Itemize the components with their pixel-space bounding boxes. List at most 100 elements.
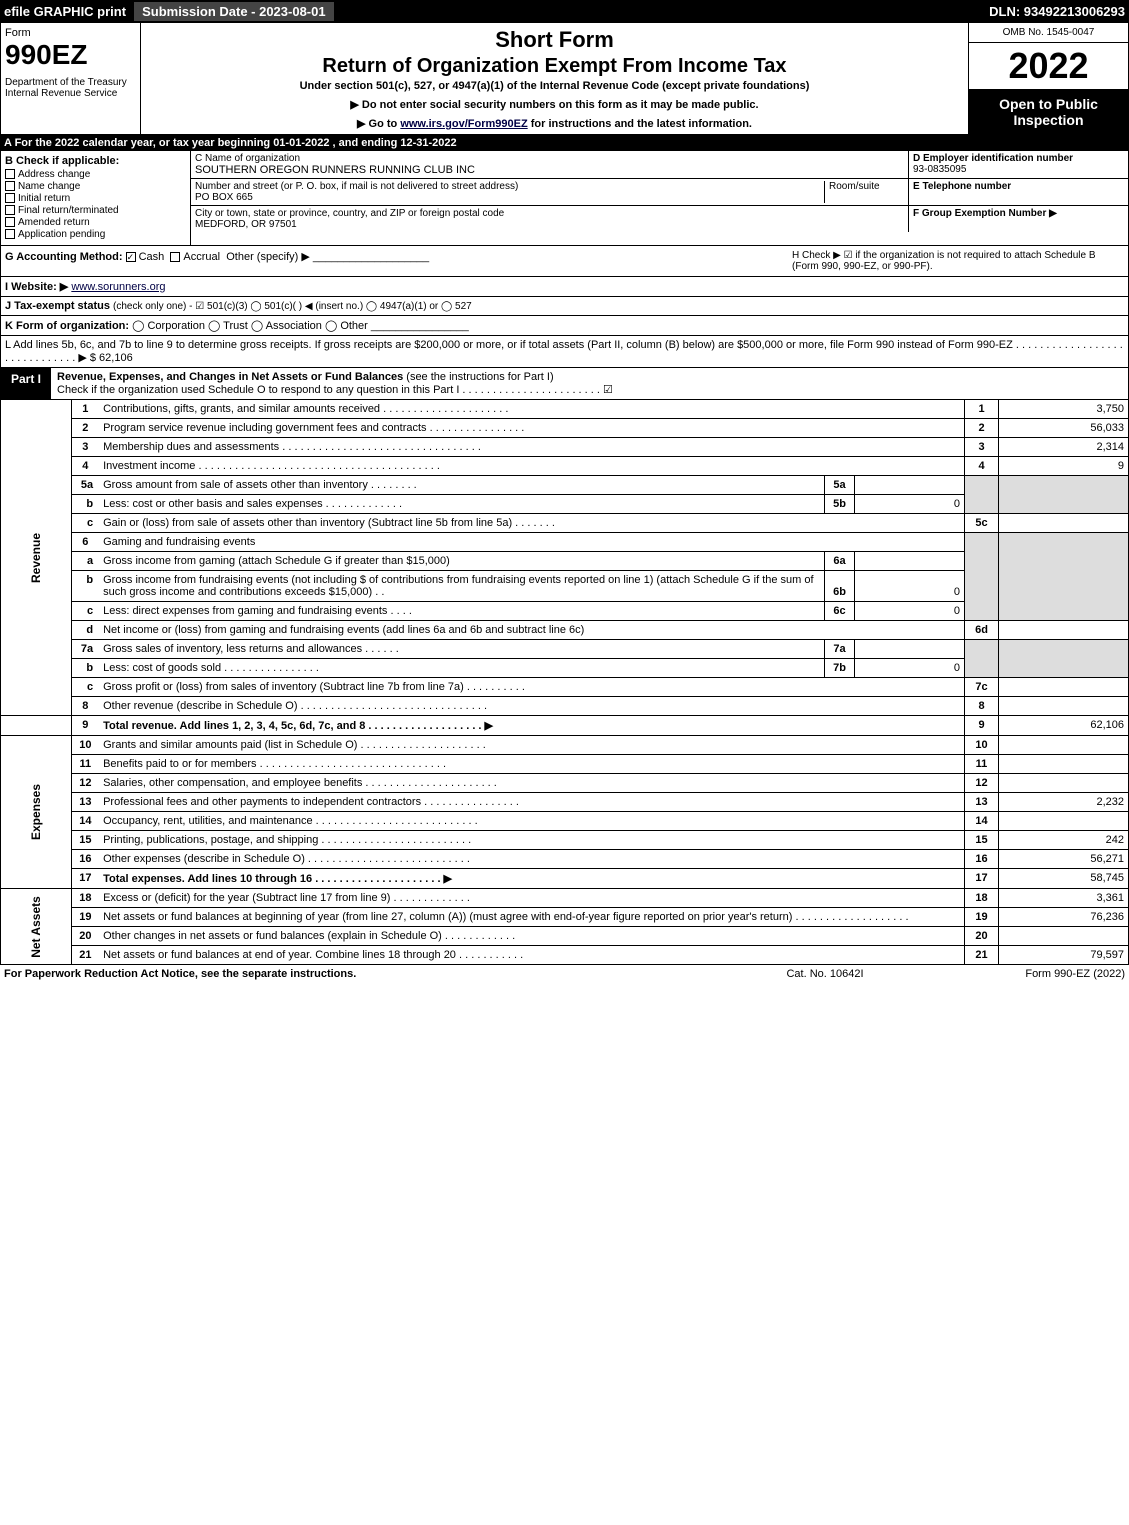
h-schedule-b: H Check ▶ ☑ if the organization is not r… — [784, 250, 1124, 272]
efile-label[interactable]: efile GRAPHIC print — [4, 4, 126, 19]
form-number: 990EZ — [5, 39, 136, 71]
part1-title-text: Revenue, Expenses, and Changes in Net As… — [57, 371, 403, 383]
irs-link[interactable]: www.irs.gov/Form990EZ — [400, 118, 527, 130]
j-text: (check only one) - ☑ 501(c)(3) ◯ 501(c)(… — [113, 301, 472, 312]
cb-name-change[interactable]: Name change — [5, 181, 186, 192]
cb-amended-return[interactable]: Amended return — [5, 217, 186, 228]
checkbox-icon[interactable] — [5, 205, 15, 215]
d-value: 93-0835095 — [913, 164, 1124, 175]
k-text: ◯ Corporation ◯ Trust ◯ Association ◯ Ot… — [132, 320, 368, 332]
d-label: D Employer identification number — [913, 153, 1124, 164]
c-city-cell: City or town, state or province, country… — [191, 206, 908, 232]
table-row: 12 Salaries, other compensation, and emp… — [1, 774, 1129, 793]
checkbox-accrual-icon[interactable] — [170, 252, 180, 262]
k-block: K Form of organization: ◯ Corporation ◯ … — [0, 316, 1129, 336]
table-row: 15 Printing, publications, postage, and … — [1, 831, 1129, 850]
table-row: d Net income or (loss) from gaming and f… — [1, 621, 1129, 640]
part1-subtitle: (see the instructions for Part I) — [406, 371, 553, 383]
table-row: 13 Professional fees and other payments … — [1, 793, 1129, 812]
right-val: 3,750 — [999, 400, 1129, 419]
part1-header: Part I Revenue, Expenses, and Changes in… — [0, 368, 1129, 400]
section-a: A For the 2022 calendar year, or tax yea… — [0, 135, 1129, 151]
table-row: Net Assets 18 Excess or (deficit) for th… — [1, 889, 1129, 908]
table-row: b Less: cost of goods sold . . . . . . .… — [1, 659, 1129, 678]
c-city-value: MEDFORD, OR 97501 — [195, 219, 904, 230]
tax-year: 2022 — [969, 43, 1128, 90]
table-row: 6 Gaming and fundraising events — [1, 533, 1129, 552]
cb-application-pending[interactable]: Application pending — [5, 229, 186, 240]
table-row: 7a Gross sales of inventory, less return… — [1, 640, 1129, 659]
info-block: B Check if applicable: Address change Na… — [0, 151, 1129, 246]
netassets-vlabel: Net Assets — [1, 889, 72, 965]
checkbox-icon[interactable] — [5, 181, 15, 191]
section-b: B Check if applicable: Address change Na… — [1, 151, 191, 245]
g-accrual: Accrual — [183, 251, 220, 263]
gh-block: G Accounting Method: Cash Accrual Other … — [0, 246, 1129, 277]
subtitle: Under section 501(c), 527, or 4947(a)(1)… — [149, 80, 960, 92]
table-row: 19 Net assets or fund balances at beginn… — [1, 908, 1129, 927]
e-label: E Telephone number — [913, 181, 1124, 192]
header-left: Form 990EZ Department of the Treasury In… — [1, 23, 141, 134]
checkbox-icon[interactable] — [5, 229, 15, 239]
short-form-title: Short Form — [149, 27, 960, 53]
table-row: 11 Benefits paid to or for members . . .… — [1, 755, 1129, 774]
omb-number: OMB No. 1545-0047 — [969, 23, 1128, 43]
page-footer: For Paperwork Reduction Act Notice, see … — [0, 965, 1129, 983]
org-name: SOUTHERN OREGON RUNNERS RUNNING CLUB INC — [195, 164, 904, 176]
row-name: C Name of organization SOUTHERN OREGON R… — [191, 151, 1128, 179]
line-num: 1 — [71, 400, 99, 419]
footer-center: Cat. No. 10642I — [725, 968, 925, 980]
c-name-label: C Name of organization — [195, 153, 904, 164]
table-row: 20 Other changes in net assets or fund b… — [1, 927, 1129, 946]
line-text: Contributions, gifts, grants, and simila… — [99, 400, 964, 419]
c-city-label: City or town, state or province, country… — [195, 208, 904, 219]
header-center: Short Form Return of Organization Exempt… — [141, 23, 968, 134]
table-row: 21 Net assets or fund balances at end of… — [1, 946, 1129, 965]
f-group-cell: F Group Exemption Number ▶ — [908, 206, 1128, 232]
checkbox-icon[interactable] — [5, 217, 15, 227]
table-row: 17 Total expenses. Add lines 10 through … — [1, 869, 1129, 889]
submission-date: Submission Date - 2023-08-01 — [134, 2, 334, 21]
j-label: J Tax-exempt status — [5, 300, 110, 312]
cb-final-return[interactable]: Final return/terminated — [5, 205, 186, 216]
checkbox-icon[interactable] — [5, 169, 15, 179]
cb-address-change[interactable]: Address change — [5, 169, 186, 180]
table-row: c Gross profit or (loss) from sales of i… — [1, 678, 1129, 697]
c-addr-value: PO BOX 665 — [195, 192, 824, 203]
i-website-block: I Website: ▶ www.sorunners.org — [0, 277, 1129, 297]
ssn-note: ▶ Do not enter social security numbers o… — [149, 98, 960, 111]
table-row: Expenses 10 Grants and similar amounts p… — [1, 736, 1129, 755]
main-title: Return of Organization Exempt From Incom… — [149, 55, 960, 78]
cb-initial-return[interactable]: Initial return — [5, 193, 186, 204]
footer-right: Form 990-EZ (2022) — [925, 968, 1125, 980]
c-addr-cell: Number and street (or P. O. box, if mail… — [191, 179, 908, 205]
checkbox-cash-icon[interactable] — [126, 252, 136, 262]
inspection-label: Open to Public Inspection — [969, 90, 1128, 134]
j-tax-exempt-block: J Tax-exempt status (check only one) - ☑… — [0, 297, 1129, 316]
k-label: K Form of organization: — [5, 320, 129, 332]
i-label: I Website: ▶ — [5, 281, 68, 293]
g-cash: Cash — [139, 251, 165, 263]
table-row: a Gross income from gaming (attach Sched… — [1, 552, 1129, 571]
table-row: c Gain or (loss) from sale of assets oth… — [1, 514, 1129, 533]
e-phone-cell: E Telephone number — [908, 179, 1128, 205]
g-label: G Accounting Method: — [5, 251, 123, 263]
dept-label: Department of the Treasury Internal Reve… — [5, 77, 136, 99]
checkbox-icon[interactable] — [5, 193, 15, 203]
note2-post: for instructions and the latest informat… — [528, 118, 752, 130]
l-block: L Add lines 5b, 6c, and 7b to line 9 to … — [0, 336, 1129, 368]
table-row: c Less: direct expenses from gaming and … — [1, 602, 1129, 621]
right-num: 1 — [965, 400, 999, 419]
c-addr-label: Number and street (or P. O. box, if mail… — [195, 181, 824, 192]
table-row: Revenue 1 Contributions, gifts, grants, … — [1, 400, 1129, 419]
note2-pre: ▶ Go to — [357, 118, 400, 130]
revenue-vlabel: Revenue — [1, 400, 72, 716]
part1-check-note: Check if the organization used Schedule … — [57, 383, 1122, 396]
website-link[interactable]: www.sorunners.org — [71, 281, 165, 293]
table-row: 16 Other expenses (describe in Schedule … — [1, 850, 1129, 869]
b-title: B Check if applicable: — [5, 155, 186, 167]
table-row: 14 Occupancy, rent, utilities, and maint… — [1, 812, 1129, 831]
top-bar: efile GRAPHIC print Submission Date - 20… — [0, 0, 1129, 23]
table-row: 4 Investment income . . . . . . . . . . … — [1, 457, 1129, 476]
table-row: 3 Membership dues and assessments . . . … — [1, 438, 1129, 457]
